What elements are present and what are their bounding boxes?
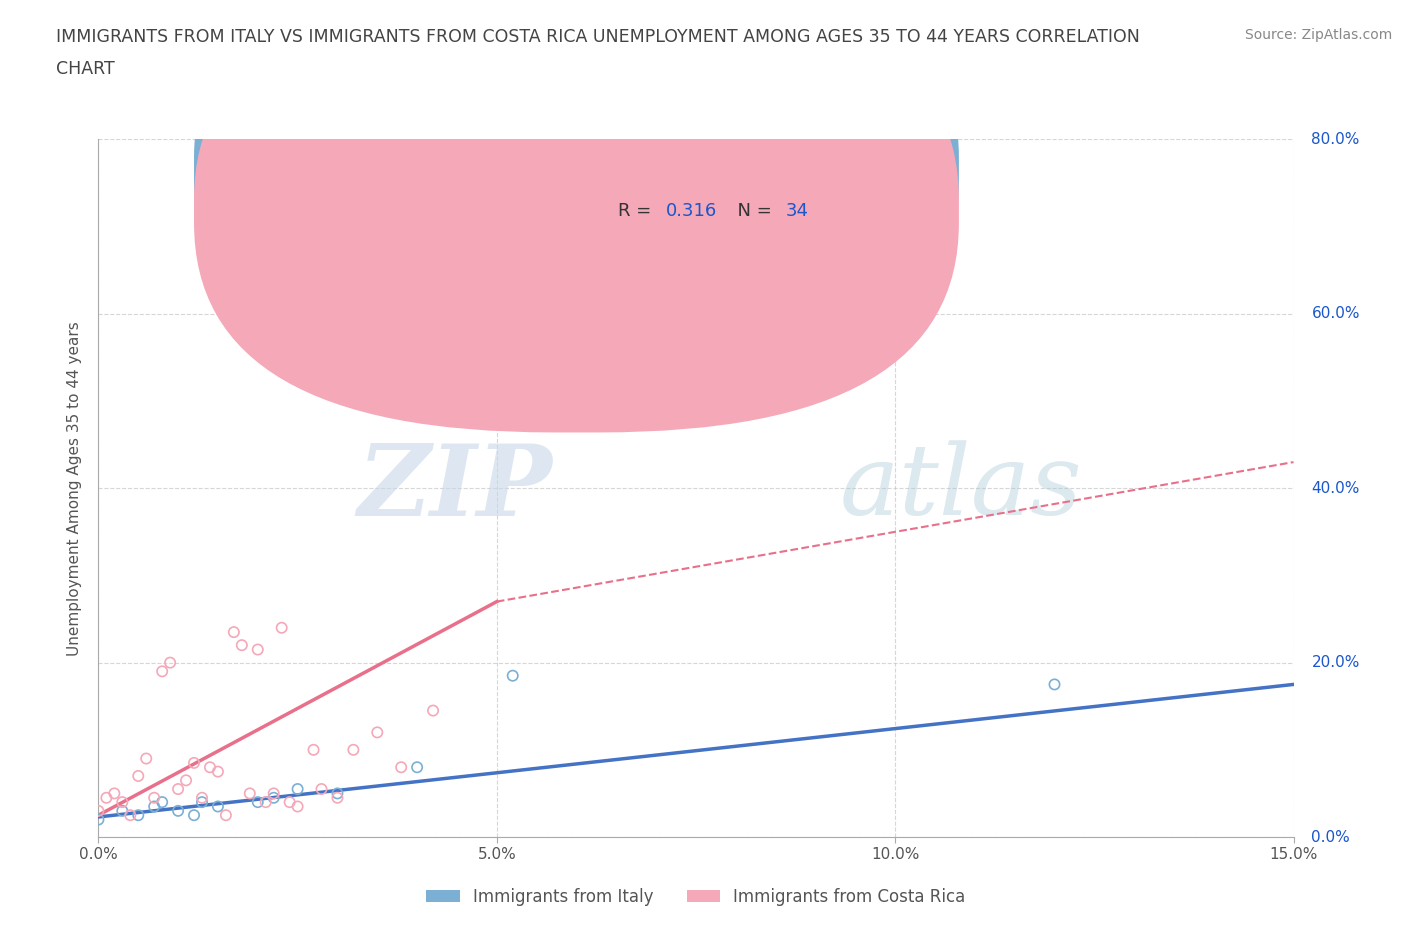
Point: [263, 786, 285, 801]
Point: [207, 764, 229, 779]
Point: [326, 786, 349, 801]
Y-axis label: Unemployment Among Ages 35 to 44 years: Unemployment Among Ages 35 to 44 years: [67, 321, 83, 656]
Point: [150, 664, 173, 679]
Text: R =: R =: [619, 160, 657, 178]
Text: 12: 12: [786, 160, 808, 178]
Point: [215, 808, 238, 823]
Point: [485, 280, 508, 295]
Point: [111, 804, 134, 818]
Point: [231, 638, 253, 653]
Text: 0.0%: 0.0%: [1312, 830, 1350, 844]
Point: [127, 808, 149, 823]
Point: [191, 794, 214, 809]
Point: [1043, 677, 1066, 692]
Point: [150, 794, 173, 809]
Point: [389, 760, 412, 775]
Point: [183, 808, 205, 823]
Text: N =: N =: [725, 160, 778, 178]
Text: CHART: CHART: [56, 60, 115, 78]
Point: [127, 768, 149, 783]
Text: 0.316: 0.316: [666, 202, 717, 219]
Point: [135, 751, 157, 766]
Text: 80.0%: 80.0%: [1312, 132, 1360, 147]
Legend: Immigrants from Italy, Immigrants from Costa Rica: Immigrants from Italy, Immigrants from C…: [419, 881, 973, 912]
Text: ZIP: ZIP: [357, 440, 553, 537]
Point: [254, 794, 277, 809]
Point: [406, 760, 429, 775]
Point: [270, 620, 292, 635]
FancyBboxPatch shape: [529, 140, 863, 259]
Point: [167, 781, 190, 796]
FancyBboxPatch shape: [194, 0, 959, 391]
Point: [159, 655, 181, 670]
Point: [287, 799, 309, 814]
Point: [103, 786, 125, 801]
Point: [111, 794, 134, 809]
Point: [222, 625, 245, 640]
Point: [87, 804, 110, 818]
Text: 20.0%: 20.0%: [1312, 655, 1360, 671]
Point: [287, 781, 309, 796]
Point: [174, 773, 197, 788]
Text: 40.0%: 40.0%: [1312, 481, 1360, 496]
Point: [366, 725, 388, 740]
Text: atlas: atlas: [839, 441, 1083, 536]
Text: 60.0%: 60.0%: [1312, 306, 1360, 322]
Point: [87, 812, 110, 827]
Point: [207, 799, 229, 814]
Point: [167, 804, 190, 818]
Text: R =: R =: [619, 202, 657, 219]
Point: [278, 794, 301, 809]
Point: [96, 790, 118, 805]
Point: [422, 703, 444, 718]
Text: IMMIGRANTS FROM ITALY VS IMMIGRANTS FROM COSTA RICA UNEMPLOYMENT AMONG AGES 35 T: IMMIGRANTS FROM ITALY VS IMMIGRANTS FROM…: [56, 28, 1140, 46]
Point: [263, 790, 285, 805]
Point: [198, 760, 221, 775]
Point: [120, 808, 142, 823]
Text: 0.585: 0.585: [666, 160, 717, 178]
FancyBboxPatch shape: [194, 0, 959, 432]
Point: [143, 799, 166, 814]
Point: [191, 790, 214, 805]
Point: [326, 790, 349, 805]
Point: [502, 669, 524, 684]
Text: 34: 34: [786, 202, 808, 219]
Text: N =: N =: [725, 202, 778, 219]
Point: [183, 755, 205, 770]
Point: [143, 790, 166, 805]
Point: [311, 781, 333, 796]
Point: [302, 742, 325, 757]
Point: [246, 794, 269, 809]
Point: [239, 786, 262, 801]
Point: [342, 742, 364, 757]
Text: Source: ZipAtlas.com: Source: ZipAtlas.com: [1244, 28, 1392, 42]
Point: [246, 642, 269, 657]
